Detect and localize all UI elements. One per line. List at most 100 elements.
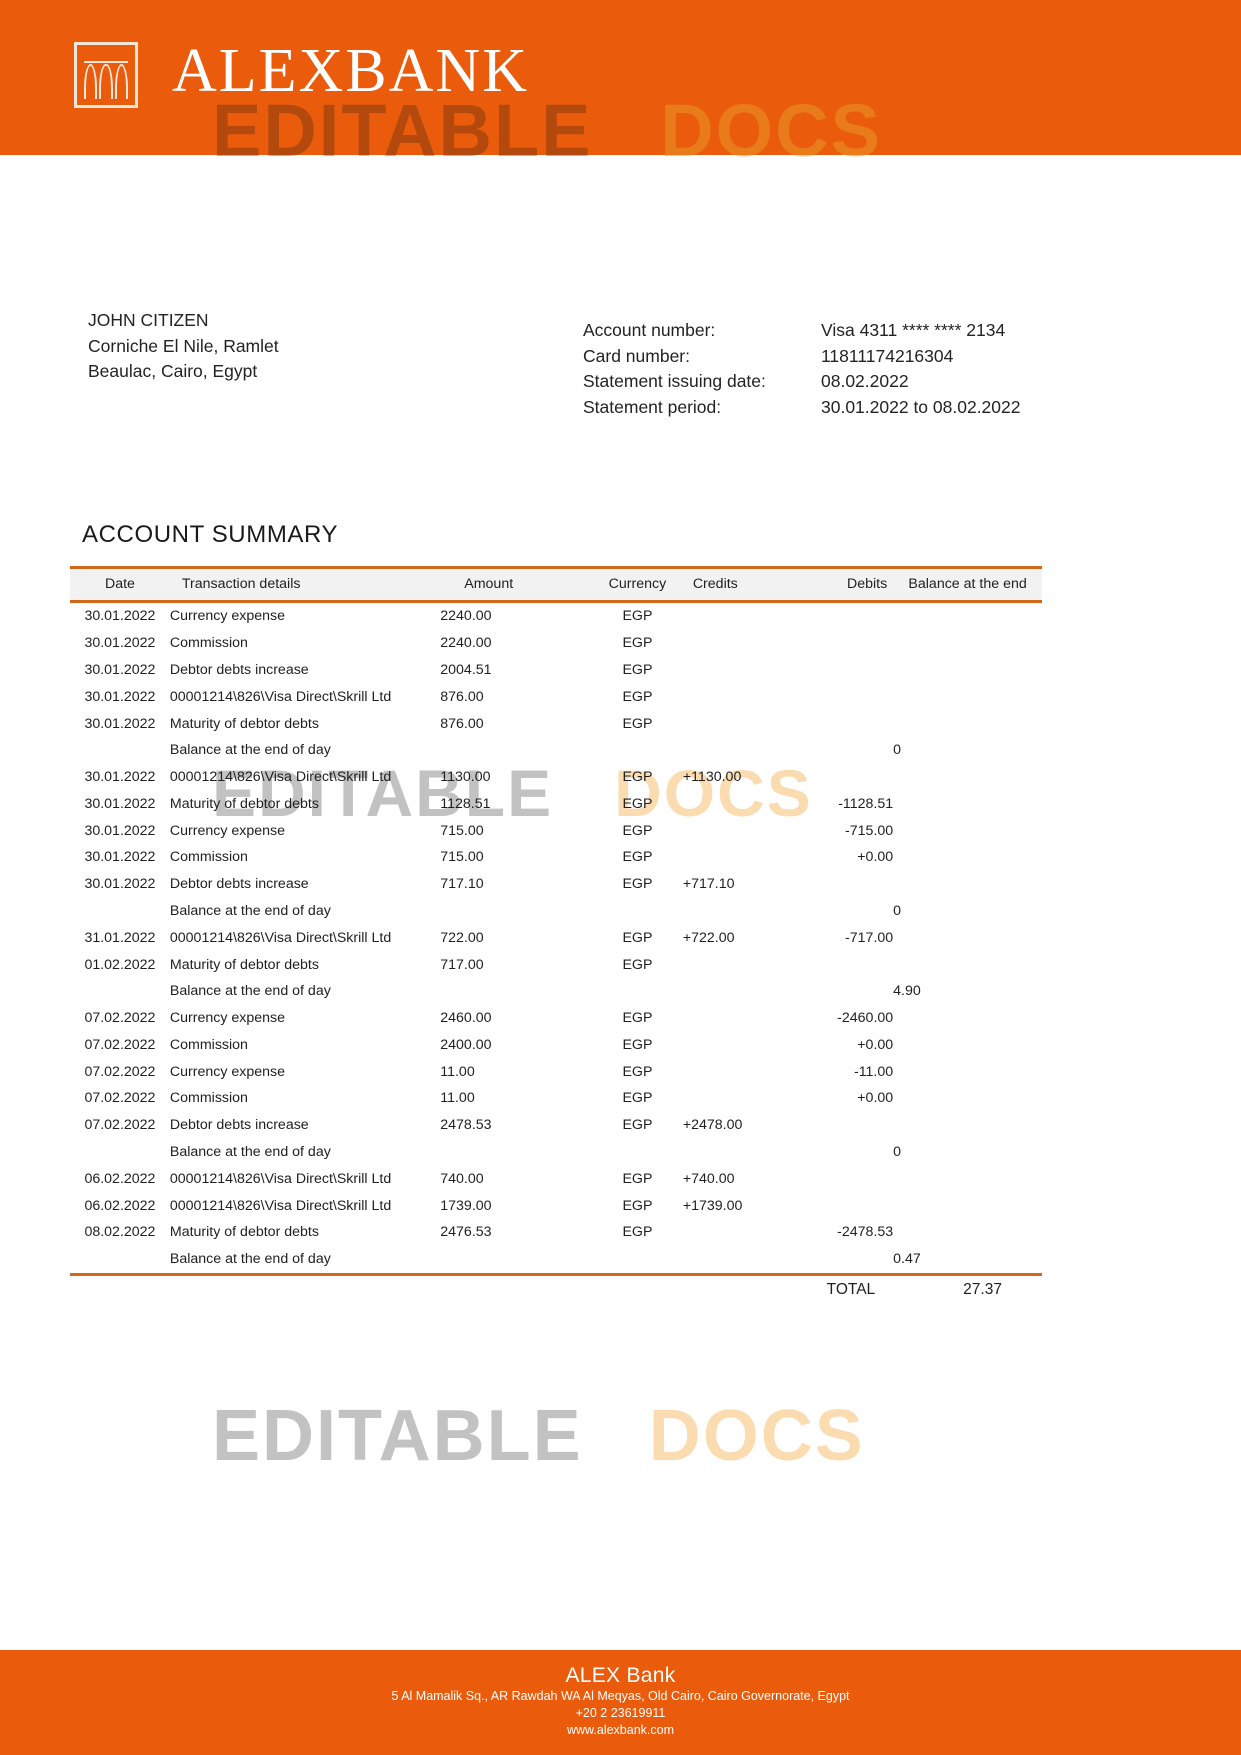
row-amount: 740.00 <box>440 1170 484 1187</box>
row-currency: EGP <box>622 1063 653 1080</box>
row-currency: EGP <box>622 822 653 839</box>
row-debits <box>788 871 893 898</box>
row-debits <box>788 1246 893 1274</box>
row-amount: 2476.53 <box>440 1224 492 1241</box>
row-transaction-details: Commission <box>169 1090 248 1107</box>
row-debits <box>788 898 893 925</box>
row-date: 08.02.2022 <box>84 1224 156 1241</box>
row-transaction-details: Debtor debts increase <box>169 1117 309 1134</box>
row-amount: 876.00 <box>440 715 484 732</box>
row-date: 01.02.2022 <box>84 956 156 973</box>
row-balance <box>893 1085 1042 1112</box>
table-row: 30.01.2022 Commission 715.00 EGP +0.00 <box>70 844 1042 871</box>
row-date: 07.02.2022 <box>84 1010 156 1027</box>
row-currency <box>592 898 683 925</box>
table-row: 30.01.2022 Currency expense 715.00 EGP -715.… <box>70 817 1042 844</box>
row-amount <box>440 898 592 925</box>
row-credits <box>683 898 788 925</box>
row-amount: 11.00 <box>440 1063 475 1080</box>
row-currency: EGP <box>622 1224 653 1241</box>
row-currency: EGP <box>622 1010 653 1027</box>
row-amount <box>440 978 592 1005</box>
row-transaction-details: 00001214\826\Visa Direct\Skrill Ltd <box>169 688 392 705</box>
row-debits <box>788 657 893 684</box>
row-amount: 1739.00 <box>440 1197 492 1214</box>
column-header-transaction-details: Transaction details <box>169 566 441 603</box>
row-transaction-details: Currency expense <box>169 1063 286 1080</box>
row-debits <box>788 978 893 1005</box>
watermark-bottom: EDITABLE DOCS <box>212 1395 865 1477</box>
customer-address-block: JOHN CITIZEN Corniche El Nile, Ramlet Be… <box>88 308 279 385</box>
table-row: 30.01.2022 00001214\826\Visa Direct\Skril… <box>70 764 1042 791</box>
table-row: 06.02.2022 00001214\826\Visa Direct\Skril… <box>70 1192 1042 1219</box>
row-date <box>70 1139 170 1166</box>
row-debits <box>788 710 893 737</box>
table-row: 30.01.2022 00001214\826\Visa Direct\Skril… <box>70 683 1042 710</box>
row-amount: 715.00 <box>440 822 484 839</box>
row-balance: 0 <box>893 742 902 759</box>
account-number-label: Account number: <box>583 320 716 340</box>
row-transaction-details: 00001214\826\Visa Direct\Skrill Ltd <box>169 1170 392 1187</box>
row-debits: +0.00 <box>857 1036 894 1053</box>
row-currency: EGP <box>622 1197 653 1214</box>
column-header-date: Date <box>70 566 170 603</box>
logo-bar <box>84 61 128 63</box>
row-transaction-details: 00001214\826\Visa Direct\Skrill Ltd <box>169 769 392 786</box>
row-debits: -715.00 <box>845 822 894 839</box>
row-balance <box>893 683 1042 710</box>
table-row: 30.01.2022 Debtor debts increase 2004.51 EG… <box>70 657 1042 684</box>
row-currency: EGP <box>622 661 653 678</box>
row-credits <box>683 790 788 817</box>
page-header-band: ALEXBANK <box>0 0 1241 155</box>
row-currency: EGP <box>622 956 653 973</box>
row-amount <box>440 1139 592 1166</box>
statement-period-label: Statement period: <box>583 396 722 417</box>
account-number-value: Visa 4311 **** **** 2134 <box>821 320 1006 340</box>
row-date <box>70 737 170 764</box>
row-transaction-details: 00001214\826\Visa Direct\Skrill Ltd <box>169 1197 392 1214</box>
row-date: 31.01.2022 <box>84 929 156 946</box>
row-amount: 2240.00 <box>440 635 492 652</box>
table-header-row: Date Transaction details Amount Currency… <box>70 566 1042 603</box>
row-currency: EGP <box>622 876 653 893</box>
row-transaction-details: Maturity of debtor debts <box>169 795 319 812</box>
row-credits <box>683 1085 788 1112</box>
table-row: 07.02.2022 Debtor debts increase 2478.53 EG… <box>70 1112 1042 1139</box>
table-row: 30.01.2022 Currency expense 2240.00 EGP <box>70 602 1042 630</box>
row-date: 30.01.2022 <box>84 688 156 705</box>
row-transaction-details: Balance at the end of day <box>169 742 331 759</box>
account-summary-table: Date Transaction details Amount Currency… <box>70 566 1042 1305</box>
row-credits <box>683 978 788 1005</box>
customer-address-line1: Corniche El Nile, Ramlet <box>88 335 279 356</box>
footer-address: 5 Al Mamalik Sq., AR Rawdah WA Al Meqyas… <box>391 1689 850 1703</box>
row-date <box>70 978 170 1005</box>
table-row: 07.02.2022 Currency expense 11.00 EGP -11.00 <box>70 1058 1042 1085</box>
row-balance <box>893 871 1042 898</box>
table-row: 30.01.2022 Maturity of debtor debts 1128.5… <box>70 790 1042 817</box>
row-debits: -717.00 <box>845 929 894 946</box>
row-transaction-details: Balance at the end of day <box>169 983 331 1000</box>
account-summary-title: ACCOUNT SUMMARY <box>82 521 339 548</box>
table-row: Balance at the end of day 0.47 <box>70 1246 1042 1274</box>
row-balance <box>893 844 1042 871</box>
footer-website[interactable]: www.alexbank.com <box>567 1723 674 1737</box>
row-amount <box>440 1246 592 1274</box>
account-info-block: Account number: Visa 4311 **** **** 2134… <box>583 318 1021 420</box>
row-date: 07.02.2022 <box>84 1117 156 1134</box>
row-credits: +722.00 <box>682 929 735 946</box>
row-transaction-details: Balance at the end of day <box>169 1251 331 1268</box>
row-credits: +717.10 <box>682 876 735 893</box>
row-amount: 1130.00 <box>440 769 491 786</box>
row-date: 30.01.2022 <box>84 849 156 866</box>
row-debits: -11.00 <box>853 1063 894 1080</box>
row-balance <box>893 1005 1042 1032</box>
row-transaction-details: Maturity of debtor debts <box>169 715 319 732</box>
logo-arch <box>114 64 128 99</box>
row-date: 06.02.2022 <box>84 1197 156 1214</box>
column-header-debits: Debits <box>788 566 894 603</box>
card-number-value: 11811174216304 <box>821 345 954 366</box>
row-amount: 2478.53 <box>440 1117 492 1134</box>
row-debits <box>788 1192 893 1219</box>
row-date: 30.01.2022 <box>84 715 156 732</box>
row-debits <box>788 951 893 978</box>
